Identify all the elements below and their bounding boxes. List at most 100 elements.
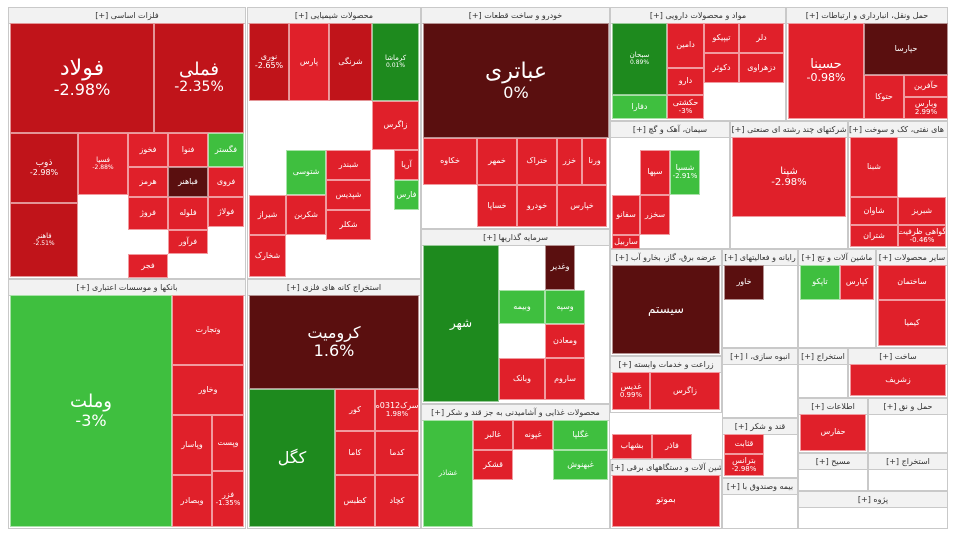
sector-header[interactable]: [+] استخراج کانه های فلزی (248, 280, 420, 296)
sector-header[interactable]: [+] خودرو و ساخت قطعات (422, 8, 609, 24)
stock-tile[interactable]: وخاور (172, 365, 244, 415)
sector-header[interactable]: [+] شرکتهای چند رشته ای صنعتی (731, 122, 847, 138)
stock-tile[interactable]: سفانو (612, 195, 640, 235)
stock-tile[interactable]: شیراز (249, 195, 286, 235)
sector-header[interactable]: [+] ماشین آلات و تج (799, 250, 875, 266)
stock-tile[interactable]: ومعادن (545, 324, 585, 358)
stock-tile[interactable]: خساپا (477, 185, 517, 227)
stock-tile[interactable]: بموتو (612, 475, 720, 527)
stock-tile[interactable]: گواهی ظرفیت -0.46% (898, 225, 946, 247)
sector-header[interactable]: [+] محصولات شیمیایی (248, 8, 420, 24)
stock-tile[interactable]: شاوان (850, 197, 898, 225)
stock-tile[interactable]: زاگرس (650, 372, 720, 410)
stock-tile[interactable]: شهر (423, 245, 499, 402)
stock-tile[interactable]: غگلپا (553, 420, 608, 450)
stock-tile[interactable]: وبیمه (499, 290, 545, 324)
stock-tile[interactable]: آریا (394, 150, 419, 180)
stock-tile[interactable]: حپارسا (864, 23, 948, 75)
stock-tile[interactable]: وسپه (545, 290, 585, 324)
stock-tile[interactable]: وملت -3% (10, 295, 172, 527)
stock-tile[interactable]: حتوکا (864, 75, 904, 119)
stock-tile[interactable]: شپدیس (326, 180, 371, 210)
stock-tile[interactable]: فنوا (168, 133, 208, 167)
sector-header[interactable]: [+] مواد و محصولات دارویی (611, 8, 785, 24)
stock-tile[interactable]: فولاژ (208, 197, 244, 227)
sector-header[interactable]: [+] مسیح (799, 454, 867, 470)
sector-header[interactable]: [+] بانکها و موسسات اعتباری (9, 280, 245, 296)
stock-tile[interactable]: حکشتی -3% (667, 95, 704, 119)
stock-tile[interactable]: شخارک (249, 235, 286, 277)
sector-header[interactable]: [+] عرضه برق، گاز، بخارو آب (611, 250, 721, 266)
stock-tile[interactable]: وبصادر (172, 475, 212, 527)
stock-tile[interactable]: شبریز (898, 197, 946, 225)
stock-tile[interactable]: فارس (394, 180, 419, 210)
stock-tile[interactable]: خمهر (477, 138, 517, 185)
stock-tile[interactable]: حآفرین (904, 75, 948, 97)
sector-header[interactable]: [+] اطلاعات (799, 399, 867, 415)
stock-tile[interactable]: وپاسار (172, 415, 212, 475)
stock-tile[interactable]: غدیس 0.99% (612, 372, 650, 410)
sector-header[interactable]: [+] قند و شکر (723, 419, 797, 435)
sector-header[interactable]: [+] سرمایه گذاریها (422, 230, 609, 246)
stock-tile[interactable]: دفارا (612, 95, 667, 119)
stock-tile[interactable]: تاپکو (800, 265, 840, 300)
sector-header[interactable]: [+] سیمان، آهک و گچ (611, 122, 729, 138)
stock-tile[interactable]: خپارس (557, 185, 607, 227)
sector-header[interactable]: [+] ساخت (849, 349, 947, 365)
stock-tile[interactable]: شبندر (326, 150, 371, 180)
stock-tile[interactable]: ورنا (582, 138, 607, 185)
stock-tile[interactable]: زشریف (850, 364, 946, 396)
stock-tile[interactable]: شتران (850, 225, 898, 247)
stock-tile[interactable]: نوری -2.65% (249, 23, 289, 101)
stock-tile[interactable]: فرآور (168, 230, 208, 254)
stock-tile[interactable]: وتجارت (172, 295, 244, 365)
stock-tile[interactable]: غالبر (473, 420, 513, 450)
stock-tile[interactable]: فروی (208, 167, 244, 197)
stock-tile[interactable]: ذوب -2.98% (10, 133, 78, 203)
stock-tile[interactable]: سپها (640, 150, 670, 195)
stock-tile[interactable]: تیپیکو (704, 23, 739, 53)
stock-tile[interactable]: پارس (289, 23, 329, 101)
stock-tile[interactable]: حسینا -0.98% (788, 23, 864, 119)
stock-tile[interactable]: کپارس (840, 265, 874, 300)
stock-tile[interactable]: سخزر (640, 195, 670, 235)
stock-tile[interactable]: ساختمان (878, 265, 946, 300)
stock-tile[interactable]: کچاد (375, 475, 419, 527)
sector-header[interactable]: [+] محصولات غذایی و آشامیدنی به جز قند و… (422, 405, 609, 421)
stock-tile[interactable]: بشهاب (612, 434, 652, 459)
sector-header[interactable]: [+] سایر محصولات (877, 250, 947, 266)
stock-tile[interactable]: کیمیا (878, 300, 946, 346)
stock-tile[interactable]: سیستم (612, 265, 720, 354)
stock-tile[interactable]: فاذر (652, 434, 692, 459)
stock-tile[interactable]: شکربن (286, 195, 326, 235)
stock-tile[interactable]: کطبس (335, 475, 375, 527)
stock-tile[interactable]: خکاوه (423, 138, 477, 185)
stock-tile[interactable]: وغدیر (545, 245, 575, 290)
stock-tile[interactable]: شبنا (850, 137, 898, 197)
sector-header[interactable]: [+] پژوه (799, 492, 947, 508)
stock-tile[interactable]: فروژ (128, 197, 168, 230)
sector-header[interactable]: [+] حمل ونقل، انبارداری و ارتباطات (787, 8, 947, 24)
stock-tile[interactable]: وبانک (499, 358, 545, 400)
stock-tile[interactable]: دکوثر (704, 53, 739, 83)
stock-tile[interactable]: شتوسی (286, 150, 326, 195)
stock-tile[interactable]: کدما (375, 431, 419, 475)
sector-header[interactable]: [+] استخراج (869, 454, 947, 470)
stock-tile[interactable]: کرومیت 1.6% (249, 295, 419, 389)
stock-tile[interactable]: شرنگی (329, 23, 372, 101)
stock-tile[interactable]: وپست (212, 415, 244, 471)
stock-tile[interactable]: بترانس -2.98% (724, 454, 764, 476)
stock-tile[interactable]: شپنا -2.98% (732, 137, 846, 217)
stock-tile[interactable]: زاگرس (372, 101, 419, 150)
stock-tile[interactable]: غبهنوش (553, 450, 608, 480)
stock-tile[interactable]: فخوز (128, 133, 168, 167)
stock-tile[interactable]: خودرو (517, 185, 557, 227)
sector-header[interactable]: [+] فلزات اساسی (9, 8, 245, 24)
sector-header[interactable]: [+] حمل و نق (869, 399, 947, 415)
stock-tile[interactable]: حفارس (800, 414, 866, 451)
stock-tile[interactable]: فلوله (168, 197, 208, 230)
stock-tile[interactable]: غپونه (513, 420, 553, 450)
sector-header[interactable]: [+] زراعت و خدمات وابسته (611, 357, 721, 373)
stock-tile[interactable]: خاور (724, 265, 764, 300)
stock-tile[interactable]: ساروم (545, 358, 585, 400)
